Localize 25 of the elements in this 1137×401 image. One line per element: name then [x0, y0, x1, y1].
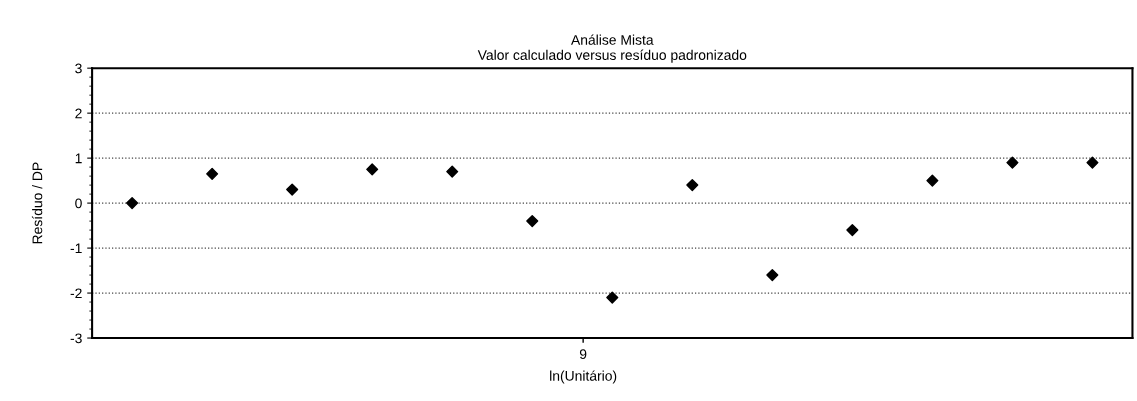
chart-subtitle: Valor calculado versus resíduo padronizado: [477, 49, 747, 63]
text: 9: [579, 349, 587, 360]
y-tick-label: 3: [75, 63, 82, 74]
point: [286, 183, 299, 196]
x-axis-title: ln(Unitário): [550, 370, 617, 384]
point: [526, 215, 539, 228]
y-axis-title: Resíduo / DP: [31, 162, 43, 244]
point: [846, 224, 859, 237]
point: [126, 197, 139, 210]
y-tick-label: -3: [70, 333, 82, 344]
point: [366, 163, 379, 176]
y-tick-label: 1: [75, 153, 82, 164]
chart-title: Análise Mista: [571, 34, 654, 45]
y-tick-label: -2: [70, 288, 82, 299]
point: [1086, 156, 1099, 169]
point: [606, 291, 619, 304]
point: [766, 268, 779, 282]
y-tick-label: 0: [75, 198, 82, 209]
y-tick-label: -1: [70, 243, 82, 254]
point: [1006, 156, 1019, 169]
point: [686, 179, 699, 192]
point: [926, 174, 939, 187]
point: [446, 165, 459, 178]
y-tick-label: 2: [75, 108, 82, 119]
point: [206, 167, 219, 180]
